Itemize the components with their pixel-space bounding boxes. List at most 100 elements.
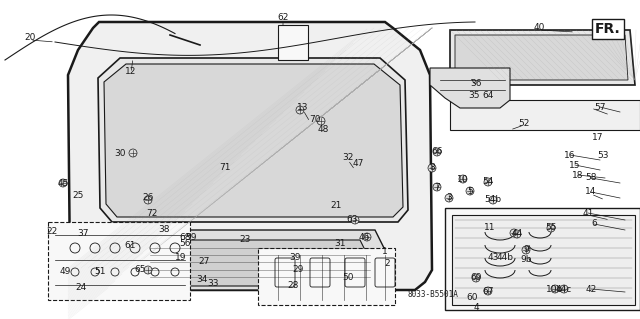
Text: 59: 59	[185, 233, 196, 241]
Circle shape	[351, 216, 359, 224]
Text: 18: 18	[572, 170, 584, 180]
Polygon shape	[455, 35, 628, 80]
Circle shape	[363, 233, 371, 241]
Text: 49: 49	[60, 268, 70, 277]
Text: 5: 5	[467, 187, 473, 196]
Text: FR.: FR.	[595, 22, 621, 36]
Text: 25: 25	[72, 191, 84, 201]
Circle shape	[472, 274, 480, 282]
Text: 52: 52	[518, 118, 530, 128]
Circle shape	[510, 229, 518, 237]
Polygon shape	[68, 22, 432, 290]
Text: 10: 10	[457, 174, 468, 183]
Text: 42: 42	[586, 285, 596, 293]
Text: 15: 15	[569, 160, 580, 169]
Circle shape	[489, 196, 497, 204]
Text: 44b: 44b	[497, 254, 513, 263]
Text: 20: 20	[24, 33, 36, 42]
Circle shape	[428, 164, 436, 172]
Text: 30: 30	[115, 149, 125, 158]
Polygon shape	[445, 208, 640, 310]
Polygon shape	[278, 25, 308, 60]
Circle shape	[144, 266, 152, 274]
Polygon shape	[430, 68, 510, 108]
Text: 45: 45	[58, 179, 68, 188]
Circle shape	[144, 196, 152, 204]
Text: 7: 7	[434, 182, 440, 191]
Text: 14: 14	[586, 188, 596, 197]
Text: 3: 3	[446, 194, 452, 203]
Text: 29: 29	[292, 264, 304, 273]
Text: 40: 40	[533, 24, 545, 33]
Text: 32: 32	[342, 152, 354, 161]
Text: 48: 48	[317, 125, 329, 135]
Text: 6: 6	[591, 219, 597, 228]
Text: 70: 70	[309, 115, 321, 124]
Text: 21: 21	[330, 201, 342, 210]
Text: 60: 60	[467, 293, 477, 301]
Text: 43: 43	[487, 254, 499, 263]
Text: 1: 1	[382, 248, 388, 256]
Text: 8033-B5501A: 8033-B5501A	[408, 290, 459, 299]
Text: 39: 39	[289, 254, 301, 263]
Text: 16: 16	[564, 151, 576, 160]
Circle shape	[484, 178, 492, 186]
Text: 24: 24	[76, 283, 86, 292]
Text: 22: 22	[46, 227, 58, 236]
Text: 11: 11	[484, 224, 496, 233]
Text: 66: 66	[431, 147, 443, 157]
Text: 55: 55	[545, 224, 557, 233]
Text: 44: 44	[511, 229, 523, 239]
Text: 37: 37	[77, 228, 89, 238]
Text: 12: 12	[125, 66, 137, 76]
Polygon shape	[130, 240, 368, 286]
Text: 34: 34	[196, 276, 208, 285]
Circle shape	[59, 179, 67, 187]
Polygon shape	[258, 248, 395, 305]
Text: 51: 51	[94, 268, 106, 277]
Text: 58: 58	[585, 174, 596, 182]
Circle shape	[560, 285, 568, 293]
Text: 61: 61	[124, 241, 136, 249]
Text: 9: 9	[523, 244, 529, 254]
Text: 53: 53	[597, 151, 609, 160]
Polygon shape	[140, 230, 385, 290]
Text: 54b: 54b	[484, 196, 502, 204]
Circle shape	[484, 287, 492, 295]
Polygon shape	[48, 222, 190, 300]
Text: 65: 65	[134, 265, 146, 275]
Text: 64: 64	[483, 92, 493, 100]
Text: 4: 4	[473, 302, 479, 311]
Text: 47: 47	[352, 159, 364, 167]
Circle shape	[445, 194, 453, 202]
Text: 26: 26	[142, 194, 154, 203]
Polygon shape	[450, 100, 640, 130]
Circle shape	[522, 246, 530, 254]
Circle shape	[129, 149, 137, 157]
Circle shape	[551, 285, 559, 293]
Text: 56: 56	[179, 240, 191, 249]
Circle shape	[296, 106, 304, 114]
Text: 71: 71	[220, 164, 231, 173]
Text: 31: 31	[334, 240, 346, 249]
Circle shape	[459, 175, 467, 183]
Text: 46: 46	[358, 234, 370, 242]
Text: 28: 28	[287, 280, 299, 290]
Polygon shape	[450, 30, 635, 85]
Text: 44c: 44c	[556, 285, 572, 293]
Text: 50: 50	[342, 273, 354, 283]
Text: 33: 33	[207, 278, 219, 287]
Text: 68: 68	[179, 233, 191, 241]
Text: 2: 2	[384, 258, 390, 268]
Text: 57: 57	[595, 102, 605, 112]
Text: 27: 27	[198, 256, 210, 265]
Text: 41: 41	[582, 209, 594, 218]
Text: 17: 17	[592, 132, 604, 142]
Text: 72: 72	[147, 209, 157, 218]
Polygon shape	[104, 64, 403, 217]
Text: 38: 38	[158, 225, 170, 234]
Circle shape	[433, 148, 441, 156]
Circle shape	[513, 230, 521, 238]
Circle shape	[547, 224, 555, 232]
Text: 63: 63	[346, 214, 358, 224]
